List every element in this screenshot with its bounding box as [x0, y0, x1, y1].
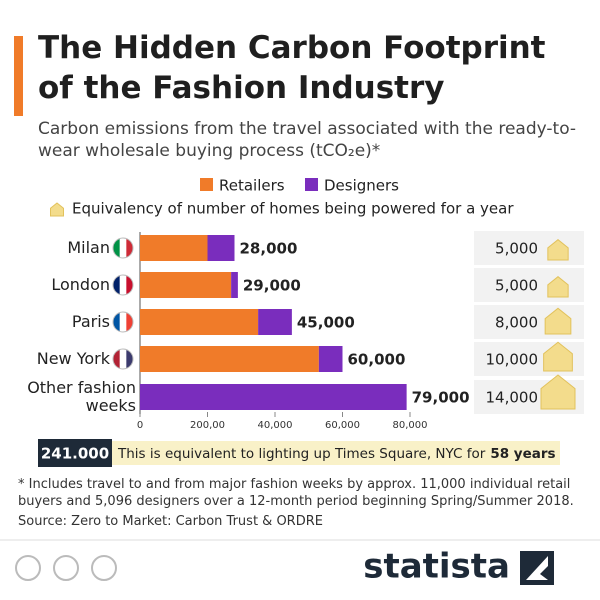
accent-bar	[14, 36, 23, 116]
bar-segment	[318, 346, 343, 372]
flag-stripe	[113, 275, 121, 295]
total-label: 60,000	[348, 351, 406, 369]
flag	[113, 312, 133, 332]
banner-highlight: 58 years	[490, 446, 555, 462]
flag-stripe	[126, 275, 133, 295]
bar-segment	[140, 309, 259, 335]
flag-border	[112, 237, 134, 259]
brand-logo-mark	[526, 556, 548, 580]
category-label: Paris	[71, 312, 110, 331]
flag	[113, 238, 133, 258]
flag-stripe	[119, 312, 127, 332]
flag-stripe	[119, 275, 127, 295]
category-label: London	[51, 275, 110, 294]
category-label: New York	[36, 349, 110, 368]
x-tick-label: 0	[137, 420, 143, 431]
homes-label: 10,000	[486, 351, 539, 369]
license-icon	[15, 555, 41, 581]
flag-stripe	[119, 238, 127, 258]
total-label: 29,000	[243, 277, 301, 295]
legend-icon	[50, 202, 64, 217]
homes-icon	[547, 276, 569, 298]
source: Source: Zero to Market: Carbon Trust & O…	[18, 514, 323, 529]
bar-segment	[140, 384, 407, 410]
flag-stripe	[113, 349, 121, 369]
bar-segment	[140, 272, 232, 298]
chart-subtitle: Carbon emissions from the travel associa…	[38, 119, 577, 161]
bar-segment	[231, 272, 238, 298]
license-icon	[91, 555, 117, 581]
legend-swatch	[200, 178, 213, 191]
banner-figure-bg	[38, 439, 112, 467]
legend-label: Equivalency of number of homes being pow…	[72, 200, 514, 218]
x-tick-label: 80,000	[393, 420, 428, 431]
homes-label: 5,000	[495, 240, 538, 258]
bar-segment	[140, 235, 208, 261]
flag-stripe	[113, 312, 121, 332]
homes-icon	[547, 239, 569, 261]
flag-stripe	[119, 349, 127, 369]
legend-label: Retailers	[219, 177, 285, 195]
x-tick-label: 60,000	[325, 420, 360, 431]
footnote: * Includes travel to and from major fash…	[18, 477, 574, 509]
bar-segment	[140, 346, 319, 372]
bar-segment	[258, 309, 292, 335]
homes-label: 14,000	[486, 389, 539, 407]
legend-label: Designers	[324, 177, 399, 195]
total-label: 28,000	[240, 240, 298, 258]
chart-title: The Hidden Carbon Footprint of the Fashi…	[38, 30, 546, 106]
x-tick-label: 40,000	[258, 420, 293, 431]
license-icon	[53, 555, 79, 581]
banner-text-main: This is equivalent to lighting up Times …	[117, 446, 486, 462]
legend-swatch	[305, 178, 318, 191]
bar-segment	[207, 235, 235, 261]
flag-stripe	[126, 238, 133, 258]
flag-border	[112, 348, 134, 370]
flag-stripe	[126, 349, 133, 369]
brand: statista	[363, 547, 510, 587]
flag	[113, 349, 133, 369]
category-label: Milan	[67, 238, 110, 257]
homes-icon	[540, 374, 576, 410]
homes-icon	[544, 307, 572, 335]
flag-border	[112, 311, 134, 333]
total-label: 79,000	[412, 389, 470, 407]
flag	[113, 275, 133, 295]
homes-label: 5,000	[495, 277, 538, 295]
total-label: 45,000	[297, 314, 355, 332]
x-tick-label: 200,00	[190, 420, 225, 431]
banner-bg	[112, 441, 560, 465]
flag-stripe	[113, 238, 121, 258]
banner-figure: 241.000	[41, 445, 109, 463]
flag-stripe	[126, 312, 133, 332]
banner-text: This is equivalent to lighting up Times …	[117, 446, 556, 462]
flag-border	[112, 274, 134, 296]
homes-label: 8,000	[495, 314, 538, 332]
homes-icon	[543, 341, 573, 372]
category-label: Other fashion weeks	[27, 378, 136, 415]
